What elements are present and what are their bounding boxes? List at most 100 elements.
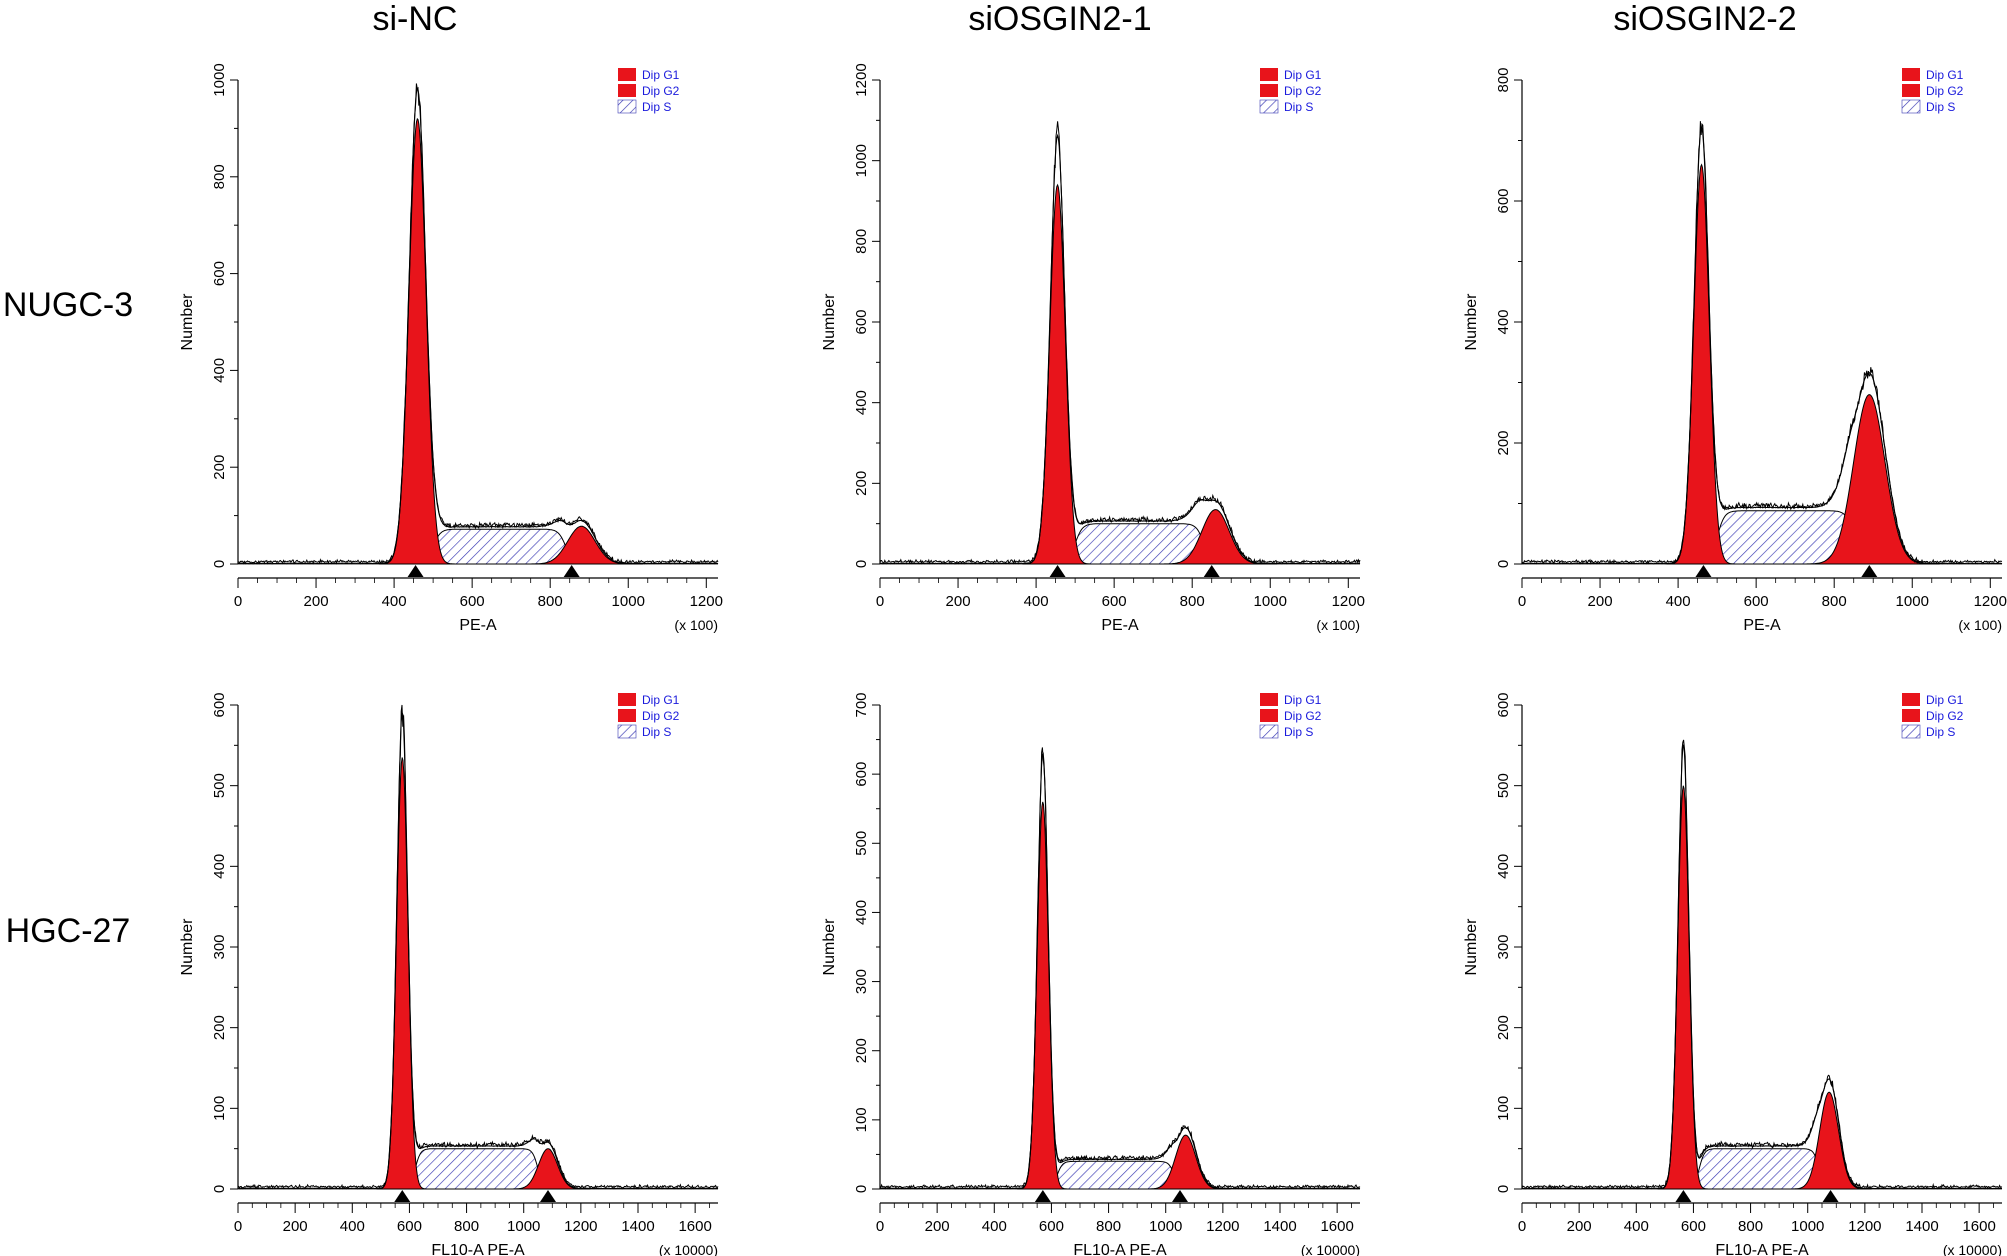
y-tick-label: 600: [1495, 692, 1512, 717]
y-tick-label: 400: [211, 358, 228, 383]
legend-label: Dip G1: [1284, 693, 1322, 707]
raw-histogram-line: [237, 704, 719, 1190]
y-tick-label: 300: [1495, 934, 1512, 959]
legend-swatch: [618, 68, 636, 81]
legend-label: Dip S: [642, 725, 671, 739]
fitted-envelope-line: [1521, 126, 2003, 565]
peak-marker-triangle: [1034, 1190, 1051, 1202]
legend-swatch: [1902, 709, 1920, 722]
y-axis-title: Number: [821, 918, 838, 976]
x-tick-label: 400: [340, 1218, 365, 1235]
fitted-envelope-line: [879, 133, 1361, 565]
legend-swatch: [617, 99, 637, 114]
histogram-panel: 0 100 200 300 400 500 600 0 200 400 600 800 1000 1200…: [179, 692, 719, 1256]
x-tick-label: 1600: [678, 1218, 711, 1235]
y-axis-title: Number: [1463, 918, 1480, 976]
legend-label: Dip G2: [1284, 709, 1322, 723]
row-label-nugc-3: NUGC-3: [3, 286, 133, 324]
legend-swatch: [1259, 99, 1279, 114]
x-tick-label: 1200: [1974, 593, 2007, 610]
y-tick-label: 600: [1495, 188, 1512, 213]
y-tick-label: 0: [853, 560, 870, 568]
x-tick-label: 600: [1744, 593, 1769, 610]
fitted-envelope-line: [237, 710, 719, 1190]
x-tick-label: 1000: [507, 1218, 540, 1235]
x-tick-label: 1200: [564, 1218, 597, 1235]
dip-g1-peak: [1666, 163, 1737, 565]
x-tick-label: 1400: [1263, 1218, 1296, 1235]
x-axis-title: PE-A: [1743, 617, 1781, 634]
column-title-siosgin2-2: siOSGIN2-2: [1613, 0, 1796, 38]
fitted-envelope-line: [880, 752, 1361, 1190]
x-scale-note: (x 10000): [1943, 1242, 2002, 1256]
x-tick-label: 400: [1024, 593, 1049, 610]
x-tick-label: 200: [304, 593, 329, 610]
x-tick-label: 0: [1518, 1218, 1526, 1235]
column-title-si-nc: si-NC: [373, 0, 458, 38]
peak-marker-triangle: [1172, 1190, 1188, 1202]
x-tick-label: 1000: [1791, 1218, 1824, 1235]
x-tick-label: 800: [1738, 1218, 1763, 1235]
legend-label: Dip G1: [642, 68, 680, 82]
y-tick-label: 800: [211, 164, 228, 189]
y-tick-label: 200: [853, 471, 870, 496]
y-tick-label: 1000: [211, 63, 228, 96]
y-tick-label: 600: [853, 762, 870, 787]
y-tick-label: 1000: [853, 144, 870, 177]
x-scale-note: (x 100): [1958, 617, 2002, 633]
dip-s-area: [1034, 1160, 1198, 1190]
fitted-envelope-line: [237, 87, 719, 565]
legend-swatch: [1902, 84, 1920, 97]
x-tick-label: 1000: [612, 593, 645, 610]
peak-marker-triangle: [407, 565, 424, 577]
histogram-panel: 0 100 200 300 400 500 600 0 200 400 600 800 1000 1200…: [1463, 692, 2003, 1256]
peak-marker-triangle: [1203, 565, 1220, 577]
x-tick-label: 800: [1822, 593, 1847, 610]
x-scale-note: (x 10000): [1301, 1242, 1360, 1256]
peak-marker-triangle: [1675, 1190, 1692, 1202]
histogram-panel: 0 100 200 300 400 500 600 700 0 200 400 600 800 1000 1…: [821, 692, 1361, 1256]
y-tick-label: 600: [211, 692, 228, 717]
x-tick-label: 1600: [1320, 1218, 1353, 1235]
x-tick-label: 1200: [690, 593, 723, 610]
y-tick-label: 100: [1495, 1096, 1512, 1121]
legend-label: Dip G2: [642, 84, 680, 98]
y-axis-title: Number: [821, 293, 838, 351]
legend-swatch: [1260, 709, 1278, 722]
fitted-envelope-line: [1521, 744, 2002, 1190]
dip-g1-peak: [378, 117, 457, 565]
raw-histogram-line: [1521, 121, 2003, 565]
y-tick-label: 200: [1495, 1015, 1512, 1040]
y-tick-label: 400: [1495, 854, 1512, 879]
row-label-hgc-27: HGC-27: [6, 912, 131, 950]
x-tick-label: 1400: [621, 1218, 654, 1235]
legend-swatch: [618, 84, 636, 97]
y-axis-title: Number: [1463, 293, 1480, 351]
x-tick-label: 1200: [1206, 1218, 1239, 1235]
x-tick-label: 200: [1588, 593, 1613, 610]
y-tick-label: 800: [853, 229, 870, 254]
y-tick-label: 400: [211, 854, 228, 879]
y-tick-label: 600: [853, 309, 870, 334]
x-tick-label: 1000: [1896, 593, 1929, 610]
y-tick-label: 600: [211, 261, 228, 286]
x-tick-label: 0: [1518, 593, 1526, 610]
x-tick-label: 0: [876, 1218, 884, 1235]
y-tick-label: 0: [211, 560, 228, 568]
peak-marker-triangle: [1861, 565, 1878, 577]
histogram-panel: 0 200 400 600 800 1000 1200 0 200 400 600 800 1000 12…: [821, 63, 1365, 634]
legend-label: Dip G1: [1284, 68, 1322, 82]
x-tick-label: 400: [382, 593, 407, 610]
x-tick-label: 800: [454, 1218, 479, 1235]
legend-swatch: [618, 709, 636, 722]
x-tick-label: 800: [538, 593, 563, 610]
x-tick-label: 1200: [1332, 593, 1365, 610]
peak-marker-triangle: [1049, 565, 1066, 577]
y-tick-label: 800: [1495, 67, 1512, 92]
y-tick-label: 400: [853, 390, 870, 415]
legend-swatch: [1259, 724, 1279, 739]
legend-label: Dip G2: [1926, 709, 1964, 723]
x-axis-title: PE-A: [459, 617, 497, 634]
